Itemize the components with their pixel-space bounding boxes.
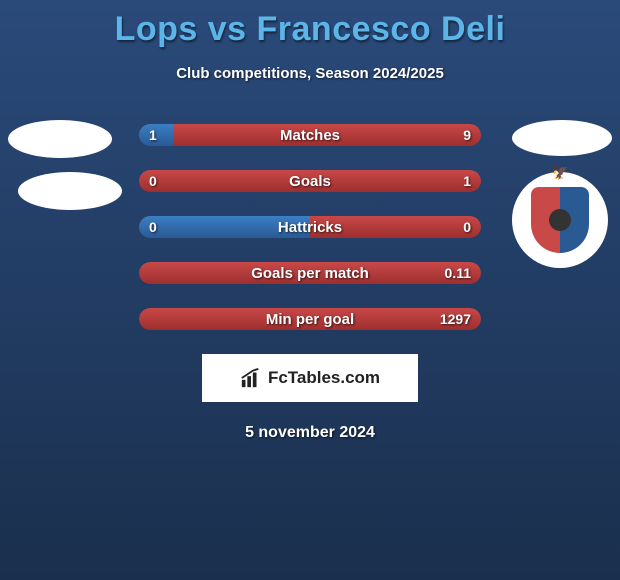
stat-value-right: 0.11 xyxy=(445,265,471,281)
stat-row: Min per goal 1297 xyxy=(0,308,620,330)
subtitle: Club competitions, Season 2024/2025 xyxy=(0,65,620,82)
stat-value-left: 0 xyxy=(149,173,157,189)
stat-value-right: 9 xyxy=(463,127,471,143)
stat-label: Goals xyxy=(289,173,331,190)
stat-label: Min per goal xyxy=(266,311,354,328)
stats-container: 1 Matches 9 0 Goals 1 0 Hattricks 0 Goals per mat… xyxy=(0,124,620,330)
stat-value-right: 1 xyxy=(463,173,471,189)
stat-label: Matches xyxy=(280,127,340,144)
stat-row: Goals per match 0.11 xyxy=(0,262,620,284)
stat-label: Hattricks xyxy=(278,219,342,236)
stat-value-right: 0 xyxy=(463,219,471,235)
stat-value-right: 1297 xyxy=(440,311,471,327)
stat-row: 0 Hattricks 0 xyxy=(0,216,620,238)
page-title: Lops vs Francesco Deli xyxy=(0,0,620,49)
stat-value-left: 1 xyxy=(149,127,157,143)
stat-bar: 0 Goals 1 xyxy=(139,170,481,192)
stat-row: 0 Goals 1 xyxy=(0,170,620,192)
stat-bar: 0 Hattricks 0 xyxy=(139,216,481,238)
bar-chart-icon xyxy=(240,367,262,389)
stat-bar: 1 Matches 9 xyxy=(139,124,481,146)
stat-bar: Goals per match 0.11 xyxy=(139,262,481,284)
branding-text: FcTables.com xyxy=(268,368,380,388)
branding-panel: FcTables.com xyxy=(202,354,418,402)
stat-bar: Min per goal 1297 xyxy=(139,308,481,330)
date-text: 5 november 2024 xyxy=(0,424,620,442)
stat-value-left: 0 xyxy=(149,219,157,235)
stat-row: 1 Matches 9 xyxy=(0,124,620,146)
stat-label: Goals per match xyxy=(251,265,369,282)
